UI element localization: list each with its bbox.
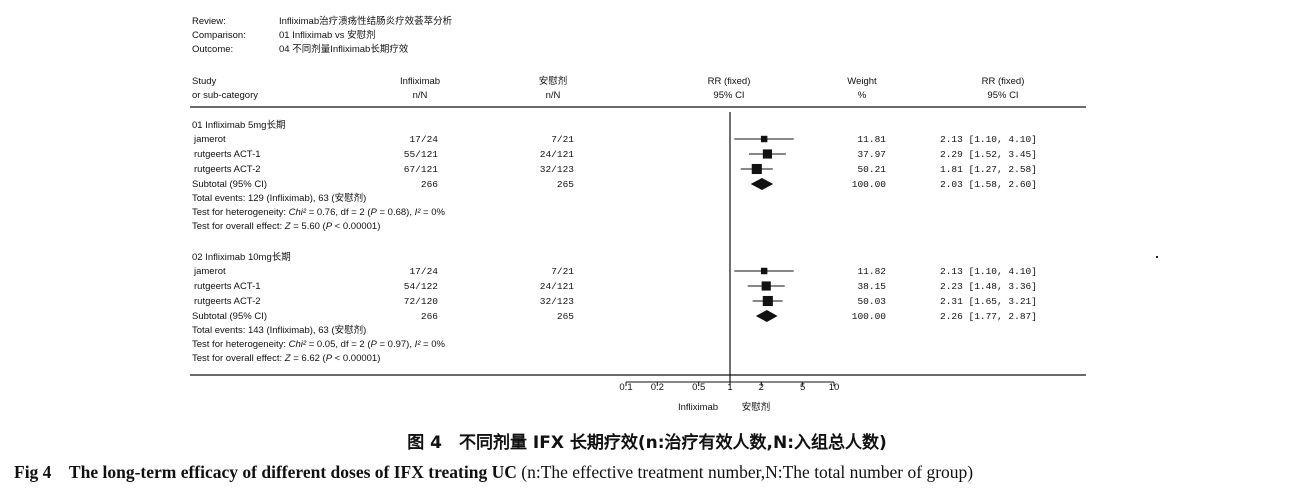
caption-en: Fig 4 The long-term efficacy of differen… — [14, 459, 1289, 484]
comparison-value: 01 Infliximab vs 安慰剂 — [279, 29, 376, 41]
x-tick-label-10: 10 — [829, 382, 840, 393]
group-1-title: 01 Infliximab 5mg长期 — [192, 119, 285, 131]
g1-s2-name: rutgeerts ACT-1 — [194, 149, 261, 160]
g1-heterogeneity: Test for heterogeneity: Chi² = 0.76, df … — [192, 207, 446, 218]
axis-label-left: Infliximab — [678, 402, 718, 413]
g1-s2-treat: 55/121 — [404, 149, 439, 160]
group-2-title: 02 Infliximab 10mg长期 — [192, 251, 291, 263]
col-rr-ci: 95% CI — [987, 90, 1018, 101]
col-control-name: 安慰剂 — [539, 75, 568, 87]
g1-subtotal-rr: 2.03 [1.58, 2.60] — [940, 179, 1037, 190]
col-weight: Weight — [847, 76, 877, 87]
x-tick-label-0.5: 0.5 — [692, 382, 705, 393]
g2-s2-rr: 2.23 [1.48, 3.36] — [940, 281, 1037, 292]
g1-s2-weight: 37.97 — [857, 149, 886, 160]
g2-subtotal-weight: 100.00 — [852, 311, 887, 322]
stray-dot — [1156, 256, 1158, 258]
caption-en-note: (n:The effective treatment number,N:The … — [516, 462, 974, 482]
g1-subtotal-name: Subtotal (95% CI) — [192, 179, 267, 190]
x-tick-label-2: 2 — [759, 382, 764, 393]
g1-s1-rr: 2.13 [1.10, 4.10] — [940, 134, 1037, 145]
g2-s3-weight: 50.03 — [857, 296, 886, 307]
g2-s2-control: 24/121 — [540, 281, 575, 292]
g2-s2-weight: 38.15 — [857, 281, 886, 292]
col-rr: RR (fixed) — [982, 76, 1025, 87]
outcome-label: Outcome: — [192, 44, 233, 55]
col-rr-plot-ci: 95% CI — [713, 90, 744, 101]
review-value: Infliximab治疗溃疡性结肠炎疗效荟萃分析 — [279, 15, 453, 27]
caption-cn: 图 4 不同剂量 IFX 长期疗效(n:治疗有效人数,N:入组总人数) — [407, 433, 887, 453]
g2-s1-treat: 17/24 — [409, 266, 438, 277]
g2-subtotal-name: Subtotal (95% CI) — [192, 311, 267, 322]
g1-s3-rr: 1.81 [1.27, 2.58] — [940, 164, 1037, 175]
g2-s3-rr: 2.31 [1.65, 3.21] — [940, 296, 1037, 307]
review-label: Review: — [192, 16, 226, 27]
point-estimate-g1-s3 — [751, 163, 762, 175]
forest-plot: Review: Infliximab治疗溃疡性结肠炎疗效荟萃分析 Compari… — [190, 15, 1086, 413]
g1-subtotal-treat: 266 — [421, 179, 438, 190]
col-subcategory: or sub-category — [192, 90, 258, 101]
g1-s1-control: 7/21 — [551, 134, 574, 145]
g1-total-events: Total events: 129 (Infliximab), 63 (安慰剂) — [192, 192, 366, 204]
col-control-nN: n/N — [546, 90, 561, 101]
x-axis: 0.1 0.2 0.5 1 2 5 10 — [619, 381, 840, 393]
g1-subtotal-weight: 100.00 — [852, 179, 887, 190]
point-estimate-g1-s1 — [760, 135, 768, 143]
g2-subtotal-treat: 266 — [421, 311, 438, 322]
g1-s2-control: 24/121 — [540, 149, 575, 160]
g1-s1-name: jamerot — [193, 134, 226, 145]
forest-marks — [729, 112, 794, 382]
x-tick-label-0.2: 0.2 — [651, 382, 664, 393]
g1-s1-weight: 11.81 — [857, 134, 886, 145]
g2-s2-name: rutgeerts ACT-1 — [194, 281, 261, 292]
g1-subtotal-control: 265 — [557, 179, 574, 190]
g2-s3-name: rutgeerts ACT-2 — [194, 296, 261, 307]
g2-subtotal-rr: 2.26 [1.77, 2.87] — [940, 311, 1037, 322]
subtotal-diamond-g2 — [755, 310, 778, 322]
group-1: 01 Infliximab 5mg长期 jamerot rutgeerts AC… — [192, 119, 1037, 232]
g2-s1-control: 7/21 — [551, 266, 574, 277]
g2-s1-name: jamerot — [193, 266, 226, 277]
g1-s1-treat: 17/24 — [409, 134, 438, 145]
g1-s3-weight: 50.21 — [857, 164, 886, 175]
comparison-label: Comparison: — [192, 30, 246, 41]
col-weight-unit: % — [858, 90, 867, 101]
g1-s3-name: rutgeerts ACT-2 — [194, 164, 261, 175]
x-tick-label-5: 5 — [800, 382, 805, 393]
col-treat-nN: n/N — [413, 90, 428, 101]
g1-s3-control: 32/123 — [540, 164, 575, 175]
col-treat-name: Infliximab — [400, 76, 440, 87]
x-tick-label-1: 1 — [727, 382, 732, 393]
g2-s2-treat: 54/122 — [404, 281, 439, 292]
point-estimate-g2-s1 — [760, 267, 768, 275]
g2-s3-treat: 72/120 — [404, 296, 439, 307]
g1-s2-rr: 2.29 [1.52, 3.45] — [940, 149, 1037, 160]
col-rr-plot: RR (fixed) — [708, 76, 751, 87]
group-2: 02 Infliximab 10mg长期 jamerot rutgeerts A… — [192, 251, 1037, 364]
g1-s3-treat: 67/121 — [404, 164, 439, 175]
caption-en-title: Fig 4 The long-term efficacy of differen… — [14, 462, 517, 482]
g1-overall-effect: Test for overall effect: Z = 5.60 (P < 0… — [192, 221, 380, 232]
point-estimate-g1-s2 — [762, 149, 773, 159]
g2-subtotal-control: 265 — [557, 311, 574, 322]
g2-total-events: Total events: 143 (Infliximab), 63 (安慰剂) — [192, 324, 366, 336]
g2-s3-control: 32/123 — [540, 296, 575, 307]
axis-label-right: 安慰剂 — [742, 401, 771, 413]
g2-s1-weight: 11.82 — [857, 266, 886, 277]
subtotal-diamond-g1 — [750, 178, 774, 190]
g2-s1-rr: 2.13 [1.10, 4.10] — [940, 266, 1037, 277]
col-study: Study — [192, 76, 217, 87]
g2-overall-effect: Test for overall effect: Z = 6.62 (P < 0… — [192, 353, 380, 364]
x-tick-label-0.1: 0.1 — [619, 382, 632, 393]
point-estimate-g2-s3 — [762, 295, 773, 307]
g2-heterogeneity: Test for heterogeneity: Chi² = 0.05, df … — [192, 339, 446, 350]
point-estimate-g2-s2 — [761, 281, 771, 291]
outcome-value: 04 不同剂量Infliximab长期疗效 — [279, 43, 409, 55]
